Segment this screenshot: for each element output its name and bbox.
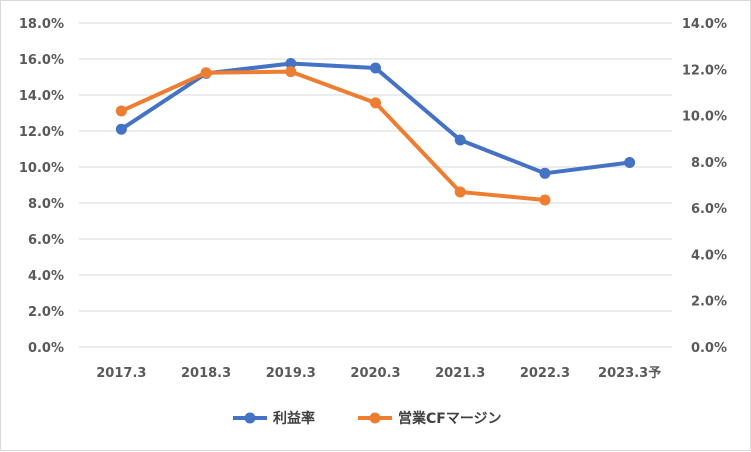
data-point: [285, 66, 297, 78]
data-point: [624, 157, 636, 168]
data-point: [200, 67, 212, 79]
legend-item: 営業CFマージン: [358, 410, 502, 427]
left-y-tick-label: 0.0%: [28, 341, 64, 356]
data-point: [285, 58, 297, 69]
series-line: [119, 61, 632, 176]
left-y-tick-label: 4.0%: [28, 269, 64, 284]
left-y-tick-label: 18.0%: [19, 17, 64, 32]
right-y-tick-label: 8.0%: [691, 156, 727, 171]
legend-swatch-marker: [369, 412, 381, 424]
x-tick-label: 2022.3: [520, 366, 570, 381]
right-y-tick-label: 0.0%: [691, 341, 727, 356]
data-point: [370, 97, 381, 109]
data-point: [454, 186, 466, 198]
left-y-tick-label: 10.0%: [19, 161, 64, 176]
x-tick-label: 2019.3: [266, 366, 316, 381]
left-y-tick-label: 16.0%: [19, 53, 64, 68]
right-y-axis: 0.0% 2.0% 4.0% 6.0% 8.0% 10.0% 12.0% 14.0%: [682, 17, 727, 356]
right-y-tick-label: 6.0%: [691, 202, 727, 217]
x-tick-label: 2020.3: [350, 366, 400, 381]
x-tick-label: 2021.3: [435, 366, 485, 381]
left-y-axis: 0.0% 2.0% 4.0% 6.0% 8.0% 10.0% 12.0% 14.0% 16.0%…: [19, 17, 64, 356]
data-point: [539, 194, 551, 206]
left-y-tick-label: 14.0%: [19, 89, 64, 104]
left-y-tick-label: 8.0%: [28, 197, 64, 212]
right-y-tick-label: 12.0%: [682, 63, 727, 78]
legend-label: 営業CFマージン: [398, 410, 502, 427]
series-group: [115, 58, 636, 206]
right-y-tick-label: 10.0%: [682, 110, 727, 125]
left-y-tick-label: 2.0%: [28, 305, 64, 320]
right-y-tick-label: 2.0%: [691, 295, 727, 310]
data-point: [454, 134, 466, 146]
series-line: [119, 69, 547, 203]
legend-swatch-marker: [244, 412, 256, 424]
data-point: [370, 62, 381, 74]
x-axis: 2017.3 2018.3 2019.3 2020.3 2021.3 2022.3 2023…: [96, 366, 661, 381]
gridlines: [79, 22, 672, 348]
series-2: [115, 66, 551, 206]
legend-item: 利益率: [233, 410, 315, 427]
legend-label: 利益率: [273, 410, 315, 427]
data-point: [115, 123, 127, 135]
legend: 利益率 営業CFマージン: [233, 410, 502, 427]
x-tick-label: 2018.3: [181, 366, 231, 381]
left-y-tick-label: 12.0%: [19, 125, 64, 140]
right-y-tick-label: 4.0%: [691, 248, 727, 263]
left-y-tick-label: 6.0%: [28, 233, 64, 248]
x-tick-label: 2023.3予: [598, 366, 661, 381]
x-tick-label: 2017.3: [96, 366, 146, 381]
right-y-tick-label: 14.0%: [682, 17, 727, 32]
data-point: [539, 167, 551, 179]
data-point: [115, 105, 127, 117]
